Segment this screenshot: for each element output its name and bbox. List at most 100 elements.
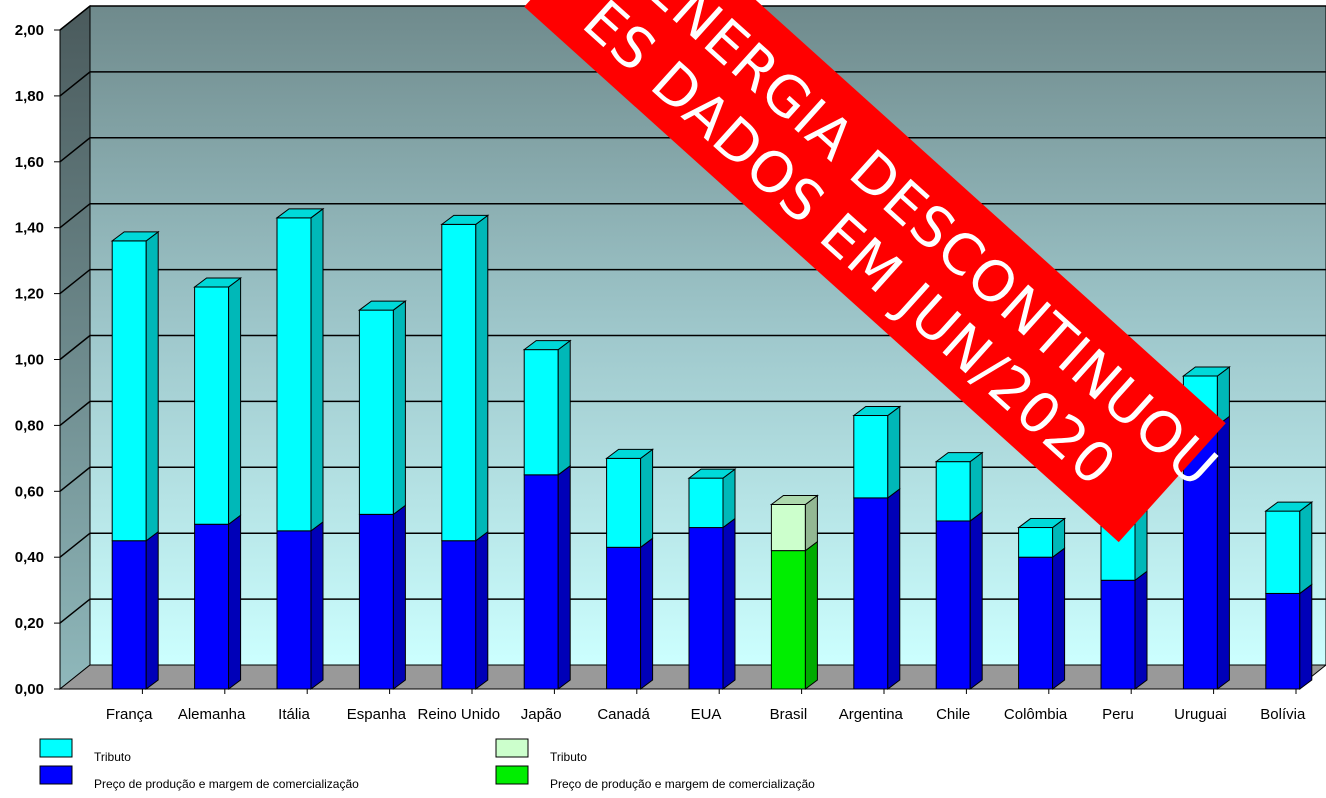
bar-front: [277, 218, 311, 531]
bar-segment-preco: [771, 542, 817, 689]
bar-front: [607, 547, 641, 689]
bar-front: [1266, 511, 1300, 593]
bar-side: [888, 407, 900, 498]
bar-front: [936, 521, 970, 689]
legend: Tributo Preço de produção e margem de com…: [40, 739, 815, 791]
bar-side: [805, 542, 817, 689]
bar-side: [1217, 367, 1229, 425]
bar-segment-preco: [524, 466, 570, 689]
bar-side: [641, 538, 653, 689]
bar-front: [442, 224, 476, 540]
bar-side: [1300, 584, 1312, 689]
bar-side: [641, 449, 653, 547]
bar-segment-tributo: [112, 232, 158, 541]
bar-front: [195, 524, 229, 689]
bar-segment-tributo: [359, 301, 405, 514]
x-tick-label: Argentina: [839, 706, 904, 723]
bar-front: [1019, 557, 1053, 689]
legend-item: Tributo: [40, 739, 131, 764]
legend-label: Preço de produção e margem de comerciali…: [550, 777, 815, 791]
x-tick-label: Canadá: [597, 706, 650, 723]
bar-segment-tributo: [689, 469, 735, 527]
y-tick-label: 1,60: [15, 154, 44, 171]
bar-front: [442, 541, 476, 689]
bar-side: [970, 453, 982, 521]
x-tick-label: Japão: [521, 706, 562, 723]
bar-segment-tributo: [936, 453, 982, 521]
bar-side: [393, 505, 405, 689]
bar-segment-preco: [195, 515, 241, 689]
bar-front: [1266, 593, 1300, 689]
bar-front: [854, 498, 888, 689]
bar-side: [1053, 548, 1065, 689]
x-tick-label: Colômbia: [1004, 706, 1068, 723]
legend-swatch: [496, 766, 528, 784]
bar-segment-preco: [1101, 571, 1147, 689]
bar-front: [112, 541, 146, 689]
bar-segment-preco: [277, 522, 323, 689]
bar-front: [1101, 580, 1135, 689]
y-tick-label: 0,20: [15, 615, 44, 632]
y-tick-label: 0,00: [15, 681, 44, 698]
y-tick-label: 1,80: [15, 88, 44, 105]
bar-side: [970, 512, 982, 689]
bar-segment-tributo: [1266, 502, 1312, 593]
bar-side: [311, 522, 323, 689]
bar-front: [936, 462, 970, 521]
x-tick-labels: França Alemanha Itália Espanha Reino Unido Ja…: [106, 706, 1306, 723]
bar-side: [146, 532, 158, 689]
x-tick-label: Bolívia: [1260, 706, 1306, 723]
bar-front: [689, 528, 723, 689]
x-tick-label: Peru: [1102, 706, 1134, 723]
x-tick-label: França: [106, 706, 153, 723]
x-tick-label: Itália: [278, 706, 310, 723]
bar-segment-preco: [1019, 548, 1065, 689]
x-tick-label: Espanha: [347, 706, 407, 723]
y-tick-label: 1,40: [15, 220, 44, 237]
bar-front: [771, 504, 805, 550]
bar-segment-tributo: [854, 407, 900, 498]
bar-side: [723, 519, 735, 689]
bar-side: [723, 469, 735, 527]
bar-segment-preco: [854, 489, 900, 689]
bar-side: [558, 466, 570, 689]
x-tick-label: Reino Unido: [418, 706, 501, 723]
legend-item: Tributo: [496, 739, 587, 764]
bar-segment-tributo: [277, 209, 323, 531]
bar-segment-preco: [607, 538, 653, 689]
bar-front: [524, 350, 558, 475]
bar-front: [195, 287, 229, 524]
x-tick-label: EUA: [691, 706, 722, 723]
bar-front: [277, 531, 311, 689]
bar-side: [476, 532, 488, 689]
legend-label: Tributo: [550, 750, 587, 764]
bar-side: [476, 215, 488, 540]
y-tick-label: 1,20: [15, 286, 44, 303]
bar-segment-tributo: [771, 495, 817, 550]
bar-front: [607, 458, 641, 547]
legend-swatch: [40, 739, 72, 757]
bar-segment-preco: [359, 505, 405, 689]
x-tick-label: Brasil: [770, 706, 808, 723]
bar-segment-preco: [1266, 584, 1312, 689]
y-tick-label: 0,40: [15, 549, 44, 566]
bar-front: [1019, 528, 1053, 558]
bar-side: [311, 209, 323, 531]
bar-side: [1300, 502, 1312, 593]
bar-front: [854, 416, 888, 498]
bar-side: [229, 515, 241, 689]
y-tick-labels: 0,00 0,20 0,40 0,60 0,80 1,00 1,20 1,40 1,60 1,80…: [15, 22, 44, 698]
legend-swatch: [40, 766, 72, 784]
x-tick-label: Alemanha: [178, 706, 246, 723]
bar-side: [146, 232, 158, 541]
bar-front: [359, 514, 393, 689]
bar-side: [888, 489, 900, 689]
bar-side: [558, 341, 570, 475]
bar-side: [229, 278, 241, 524]
bar-front: [359, 310, 393, 514]
bar-segment-preco: [442, 532, 488, 689]
y-tick-label: 2,00: [15, 22, 44, 39]
bar-segment-preco: [112, 532, 158, 689]
bar-segment-tributo: [607, 449, 653, 547]
